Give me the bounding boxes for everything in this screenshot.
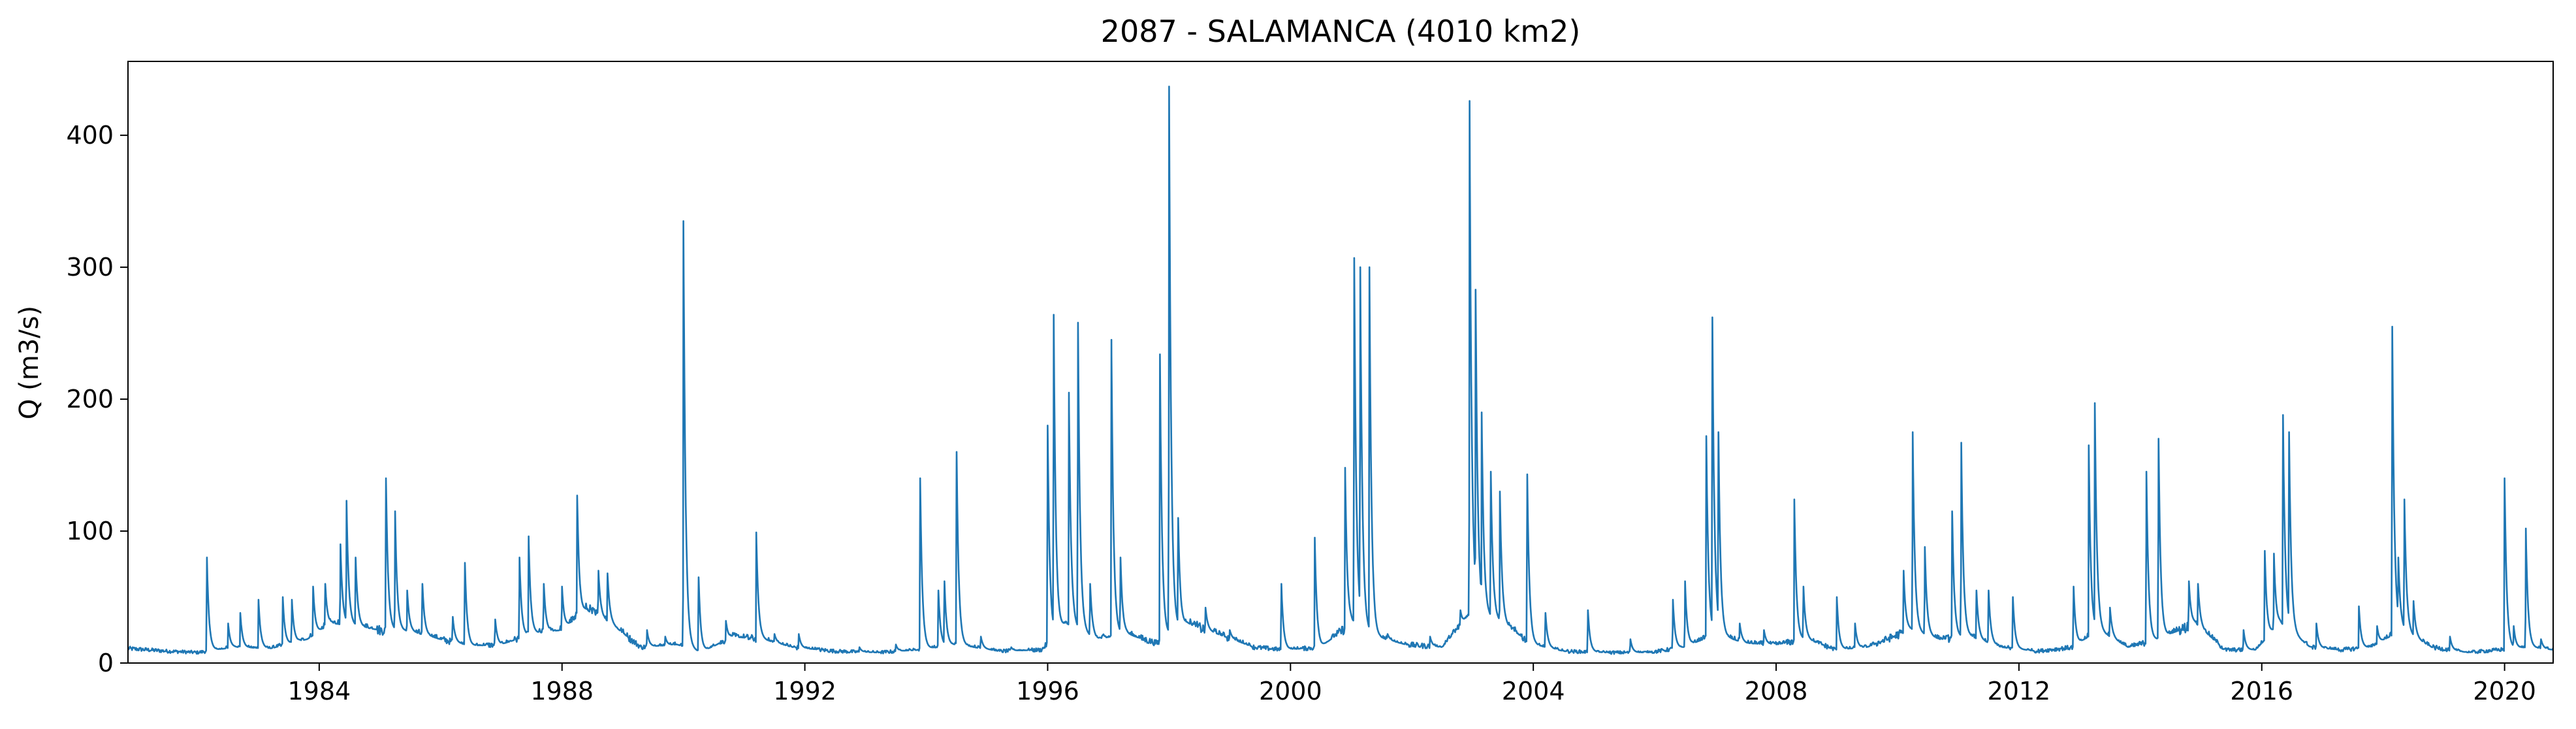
y-tick-label: 100	[66, 517, 114, 545]
x-tick-label: 1988	[530, 677, 594, 705]
x-tick-label: 2008	[1745, 677, 1808, 705]
x-tick-label: 1996	[1016, 677, 1079, 705]
x-tick-label: 2016	[2230, 677, 2293, 705]
y-axis-label: Q (m3/s)	[14, 306, 44, 419]
chart-title: 2087 - SALAMANCA (4010 km2)	[1101, 14, 1581, 49]
x-tick-label: 2020	[2473, 677, 2536, 705]
x-tick-label: 1992	[773, 677, 836, 705]
x-tick-label: 1984	[287, 677, 351, 705]
x-tick-label: 2000	[1259, 677, 1322, 705]
y-axis: 0 100 200 300 400	[66, 121, 128, 677]
discharge-series-line	[127, 86, 2554, 655]
x-tick-label: 2004	[1502, 677, 1565, 705]
x-tick-label: 2012	[1988, 677, 2051, 705]
y-tick-label: 300	[66, 253, 114, 282]
plot-area	[127, 86, 2554, 655]
y-tick-label: 400	[66, 121, 114, 150]
y-tick-label: 200	[66, 385, 114, 413]
x-axis: 1984 1988 1992 1996 2000 2004 2008 2012 2016 2020	[287, 663, 2536, 705]
y-tick-label: 0	[98, 649, 114, 677]
plot-frame	[127, 61, 2554, 664]
